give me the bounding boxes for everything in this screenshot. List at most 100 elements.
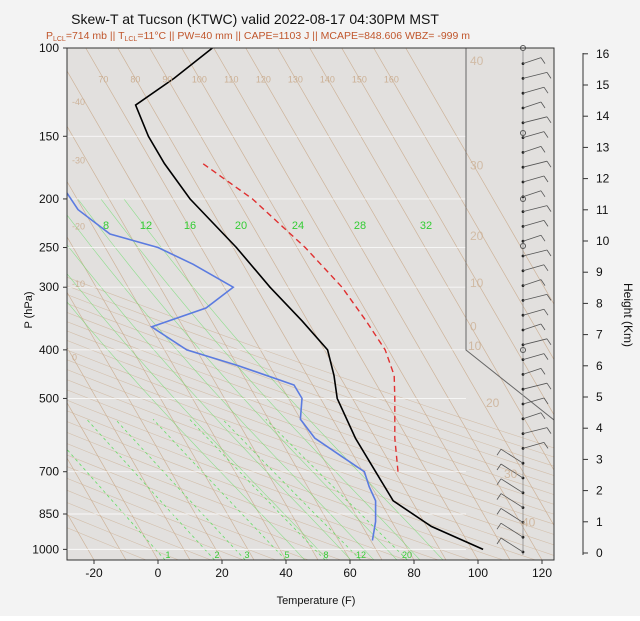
adiabat-label-right: 40 — [470, 54, 484, 68]
y-tick-label: 200 — [39, 192, 59, 206]
dry-adiabat-line — [67, 502, 212, 560]
subtitle-plcl: P — [46, 30, 53, 42]
wind-barb-flag — [543, 220, 549, 227]
isotherm-label-left: -40 — [72, 97, 85, 107]
isotherm-label-top: 150 — [352, 74, 367, 84]
height-tick-label: 9 — [596, 265, 603, 279]
moist-adiabat-label: 16 — [184, 220, 196, 232]
mixing-ratio-label: 1 — [165, 550, 170, 560]
wind-barb-flag — [496, 448, 502, 456]
wind-barb — [522, 382, 548, 390]
x-tick-label: 100 — [468, 566, 488, 580]
dry-adiabat-line — [67, 399, 504, 560]
moist-adiabat-line — [100, 198, 421, 560]
height-tick-label: 16 — [596, 47, 610, 61]
mixing-ratio-label: 20 — [402, 550, 412, 560]
wind-barb — [500, 463, 524, 479]
isotherm-label-top: 120 — [256, 74, 271, 84]
mixing-ratio-label: 12 — [356, 550, 366, 560]
series-parcel-line — [202, 162, 399, 472]
wind-barb-flag — [543, 442, 549, 449]
adiabat-label-right: 10 — [470, 276, 484, 290]
dry-adiabat-line — [67, 369, 554, 546]
isotherm-line — [67, 457, 127, 560]
height-tick-label: 2 — [596, 484, 603, 498]
isotherm-line — [67, 70, 351, 560]
wind-barb-flag — [540, 323, 546, 331]
wind-barb — [500, 493, 524, 508]
dry-adiabat-line — [67, 477, 277, 560]
isotherm-line — [67, 346, 191, 560]
x-tick-label: 40 — [279, 566, 293, 580]
dry-adiabat-line — [67, 410, 471, 560]
moist-adiabat-line — [67, 244, 352, 560]
moist-adiabat-label: 32 — [420, 220, 432, 232]
isotherm-line — [67, 125, 319, 560]
wind-barb — [522, 220, 545, 227]
subtitle-tlcl-sub: LCL — [124, 36, 137, 43]
wind-barb — [522, 308, 545, 316]
subtitle-plcl-value: =714 mb || T — [66, 30, 125, 42]
dry-adiabat-line — [67, 285, 554, 458]
wind-barb — [522, 131, 545, 138]
mixing-ratio-grid — [67, 198, 444, 560]
wind-barb — [522, 397, 545, 405]
isotherm-line — [373, 48, 554, 361]
height-tick-label: 6 — [596, 359, 603, 373]
wind-barb-flag — [540, 57, 546, 64]
wind-barb — [522, 190, 542, 198]
isotherm-line — [213, 48, 511, 560]
isotherm-label-top: 160 — [384, 74, 399, 84]
wind-barb-flag — [546, 294, 552, 301]
wind-barb-dot — [521, 239, 525, 243]
plot-frame — [66, 47, 555, 561]
wind-barb-flag — [546, 382, 552, 390]
dry-adiabat-line — [67, 312, 554, 486]
axes: -20 0 20 40 60 80 100 1201001502002503004005007… — [32, 41, 609, 580]
chart-subtitle: PLCL=714 mb || TLCL=11°C || PW=40 mm || … — [46, 30, 470, 43]
isotherm-label-left: -10 — [72, 279, 85, 289]
wind-barb-flag — [540, 234, 546, 242]
x-axis-title: Temperature (F) — [277, 595, 356, 607]
wind-barb-flag — [546, 249, 552, 257]
mixing-ratio-label: 3 — [244, 550, 249, 560]
wind-barb — [522, 279, 542, 286]
moist-adiabat-line — [123, 198, 444, 560]
subtitle-plcl-sub: LCL — [53, 36, 66, 43]
moist-adiabat-label: 20 — [235, 220, 247, 232]
wind-barb — [522, 264, 545, 272]
dry-adiabat-line — [67, 443, 374, 560]
calm-wind-circle — [520, 130, 526, 136]
isotherm-label-right: 20 — [486, 396, 500, 410]
wind-barb-flag — [540, 368, 546, 375]
isotherm-line — [309, 48, 554, 471]
wind-barb — [522, 368, 542, 375]
wind-barb — [522, 234, 542, 242]
moist-adiabat-label: 28 — [354, 220, 366, 232]
wind-barb-flag — [543, 175, 549, 183]
wind-barb — [500, 478, 524, 494]
wind-barb — [500, 508, 524, 523]
wind-barb — [522, 427, 548, 434]
wind-barb-flag — [543, 264, 549, 272]
isotherm-label-right: 40 — [522, 515, 536, 529]
subtitle-rest: =11°C || PW=40 mm || CAPE=1103 J || MCAP… — [137, 30, 470, 42]
isotherm-line — [67, 291, 223, 560]
adiabat-label-right: 30 — [470, 159, 484, 173]
wind-barb — [522, 323, 542, 331]
dry-adiabat-line — [67, 454, 342, 560]
wind-barb — [500, 522, 524, 538]
y-tick-label: 100 — [39, 41, 59, 55]
height-tick-label: 12 — [596, 172, 610, 186]
wind-barb — [522, 116, 548, 124]
moist-adiabat-line — [67, 301, 306, 560]
wind-barb — [522, 294, 548, 301]
wind-barb-flag — [540, 190, 546, 198]
height-tick-label: 10 — [596, 234, 610, 248]
adiabat-label-right: 0 — [470, 320, 477, 334]
y-tick-label: 300 — [39, 280, 59, 294]
wind-barb-flag — [546, 72, 552, 79]
isotherm-label-top: 130 — [288, 74, 303, 84]
wind-barb — [522, 412, 542, 420]
